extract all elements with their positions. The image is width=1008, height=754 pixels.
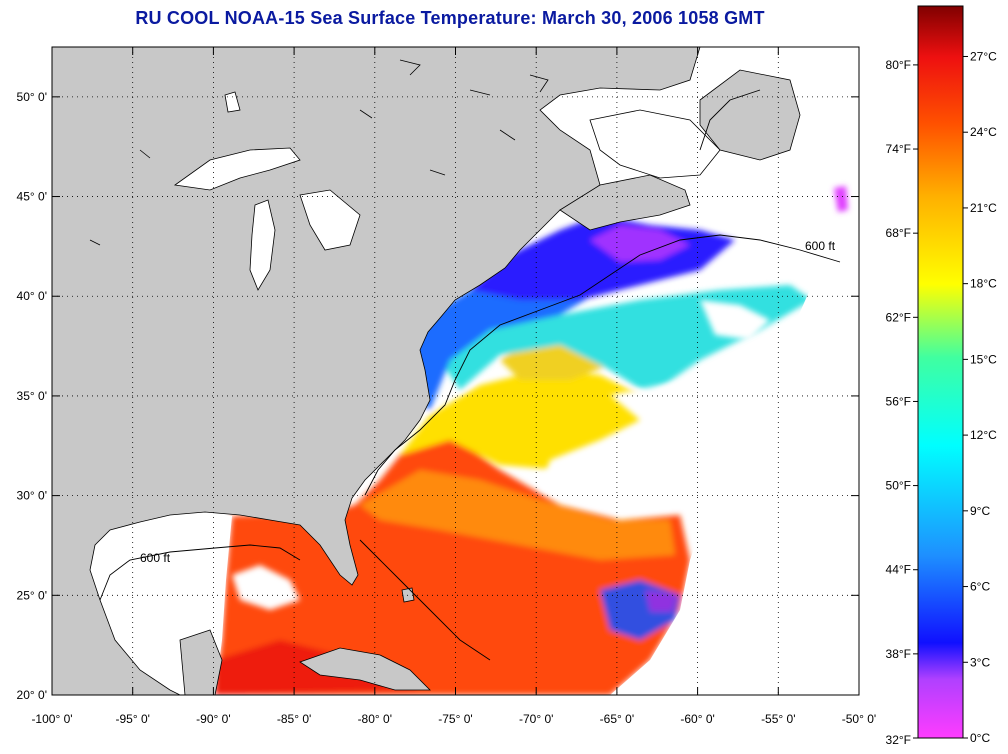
- lat-tick-label: 20° 0': [17, 688, 47, 702]
- lakes: [173, 91, 721, 291]
- lat-tick-label: 35° 0': [17, 389, 47, 403]
- sst-blue-coastal: [410, 270, 610, 410]
- lon-tick-label: -55° 0': [761, 712, 795, 726]
- land-newfoundland: [699, 69, 801, 161]
- lon-tick-label: -50° 0': [842, 712, 876, 726]
- lon-tick-label: -90° 0': [196, 712, 230, 726]
- lat-lon-grid: [52, 47, 859, 695]
- land-cuba: [299, 647, 431, 691]
- fahrenheit-label: 44°F: [886, 563, 911, 577]
- fahrenheit-label: 32°F: [886, 733, 911, 747]
- colorbar-celsius-labels: 27°C 24°C 21°C 18°C 15°C 12°C 9°C 6°C 3°C 0°C: [963, 49, 997, 745]
- celsius-label: 21°C: [970, 201, 997, 215]
- sst-newfoundland-patch: [834, 186, 848, 212]
- lon-tick-label: -80° 0': [358, 712, 392, 726]
- fahrenheit-label: 80°F: [886, 58, 911, 72]
- isobath-east-coast: [364, 234, 841, 496]
- small-lakes: [89, 59, 549, 246]
- lon-tick-label: -100° 0': [31, 712, 72, 726]
- lake-fragment: [139, 149, 151, 159]
- isobath-gulf: [99, 544, 301, 601]
- map-plot-area: 600 ft 600 ft: [52, 47, 859, 695]
- lake-fragment: [469, 89, 491, 96]
- lon-tick-label: -95° 0': [115, 712, 149, 726]
- isobath-600ft: [99, 89, 841, 661]
- lat-tick-label: 40° 0': [17, 289, 47, 303]
- sst-swath: [215, 186, 848, 695]
- cloud-central-atlantic: [540, 380, 770, 510]
- swath-edge-east: [610, 280, 859, 695]
- map-title: RU COOL NOAA-15 Sea Surface Temperature:…: [135, 8, 765, 28]
- land-yucatan: [179, 629, 223, 695]
- celsius-label: 27°C: [970, 49, 997, 63]
- lon-tick-label: -70° 0': [519, 712, 553, 726]
- lake-fragment: [399, 59, 421, 76]
- lake-fragment: [429, 169, 446, 176]
- lake-superior: [173, 147, 301, 191]
- fahrenheit-label: 68°F: [886, 226, 911, 240]
- celsius-label: 9°C: [970, 504, 990, 518]
- fahrenheit-label: 62°F: [886, 310, 911, 324]
- lat-tick-label: 25° 0': [17, 588, 47, 602]
- celsius-label: 24°C: [970, 125, 997, 139]
- celsius-label: 15°C: [970, 352, 997, 366]
- fahrenheit-label: 56°F: [886, 394, 911, 408]
- fahrenheit-label: 50°F: [886, 479, 911, 493]
- celsius-label: 0°C: [970, 731, 990, 745]
- fahrenheit-label: 74°F: [886, 142, 911, 156]
- cloud-gulf-patch: [232, 565, 300, 610]
- isobath-label-gulf: 600 ft: [140, 551, 171, 565]
- isobath-newfoundland: [699, 89, 761, 151]
- sst-warm-south: [215, 430, 690, 695]
- fahrenheit-label: 38°F: [886, 647, 911, 661]
- sst-violet-scotian: [590, 225, 690, 262]
- lat-tick-label: 50° 0': [17, 90, 47, 104]
- isobath-florida-bahamas: [359, 539, 491, 661]
- cloud-cover: [232, 300, 770, 610]
- lon-tick-label: -85° 0': [277, 712, 311, 726]
- st-lawrence-gulf: [589, 109, 721, 179]
- lat-tick-label: 30° 0': [17, 489, 47, 503]
- lon-tick-label: -60° 0': [680, 712, 714, 726]
- sst-orange-band: [360, 470, 675, 560]
- land-north-america: [52, 47, 701, 695]
- celsius-label: 6°C: [970, 580, 990, 594]
- celsius-label: 12°C: [970, 428, 997, 442]
- lake-michigan: [249, 199, 276, 291]
- isobath-label-east: 600 ft: [805, 239, 836, 253]
- lake-fragment: [359, 109, 373, 119]
- lon-tick-label: -75° 0': [438, 712, 472, 726]
- longitude-tick-labels: -100° 0' -95° 0' -90° 0' -85° 0' -80° 0' -75°…: [31, 47, 876, 726]
- lake-huron: [299, 189, 361, 251]
- lake-winnipeg: [224, 91, 241, 113]
- cloud-northeast-streaks: [700, 300, 770, 340]
- celsius-label: 3°C: [970, 655, 990, 669]
- celsius-label: 18°C: [970, 277, 997, 291]
- sst-violet-se-patch: [645, 590, 678, 612]
- temperature-colorbar: [917, 5, 964, 739]
- lon-tick-label: -65° 0': [600, 712, 634, 726]
- lake-fragment: [499, 129, 516, 141]
- land: [52, 47, 801, 695]
- lat-tick-label: 45° 0': [17, 190, 47, 204]
- latitude-tick-labels: 20° 0' 25° 0' 30° 0' 35° 0' 40° 0' 45° 0' 50° …: [17, 90, 859, 702]
- lake-fragment: [89, 239, 101, 246]
- colorbar-fahrenheit-labels: 80°F 74°F 68°F 62°F 56°F 50°F 44°F 38°F 32°F: [886, 58, 918, 747]
- land-nova-scotia: [559, 174, 691, 231]
- lake-fragment: [529, 74, 549, 93]
